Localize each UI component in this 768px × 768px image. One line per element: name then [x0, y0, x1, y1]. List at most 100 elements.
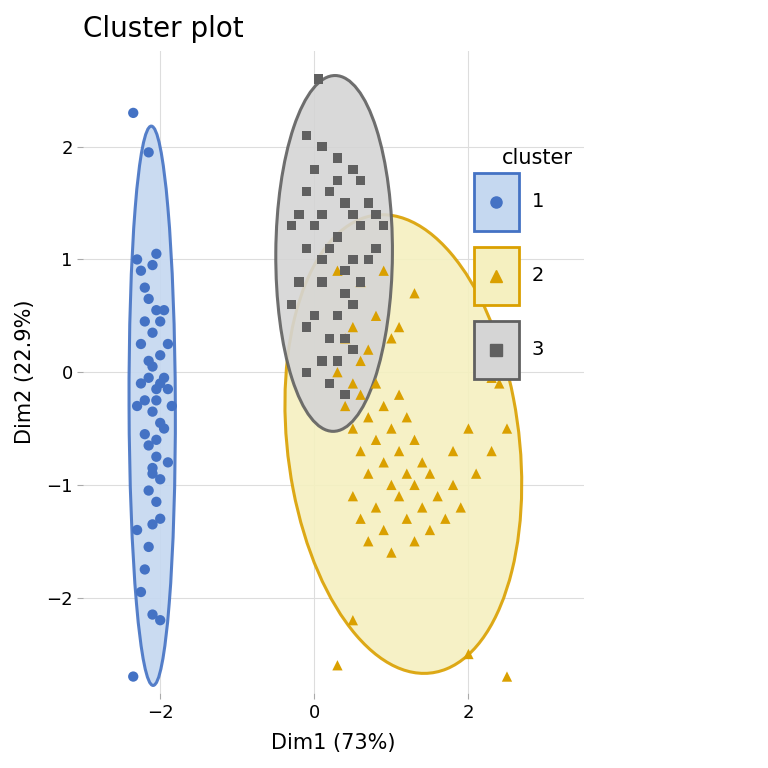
Point	[370, 310, 382, 322]
Point	[501, 670, 513, 683]
Point	[362, 343, 375, 356]
Point	[147, 608, 159, 621]
Point	[416, 456, 429, 468]
Point	[135, 265, 147, 277]
Point	[158, 372, 170, 384]
Point	[416, 502, 429, 514]
Point	[370, 242, 382, 254]
Point	[316, 208, 328, 220]
Point	[362, 535, 375, 548]
Point	[166, 400, 178, 412]
Point	[493, 377, 505, 389]
Point	[339, 197, 351, 209]
Point	[131, 524, 144, 536]
Point	[151, 247, 163, 260]
Point	[386, 422, 398, 435]
Point	[323, 333, 336, 345]
Point	[346, 343, 359, 356]
Point	[409, 478, 421, 491]
Text: 3: 3	[531, 340, 544, 359]
Point	[139, 428, 151, 440]
Point	[508, 276, 521, 288]
Point	[162, 456, 174, 468]
Point	[158, 304, 170, 316]
Point	[300, 366, 313, 379]
Point	[147, 406, 159, 418]
Point	[293, 276, 305, 288]
Point	[143, 372, 155, 384]
Point	[293, 208, 305, 220]
Point	[378, 400, 390, 412]
Point	[331, 152, 343, 164]
Point	[308, 163, 320, 175]
Point	[316, 355, 328, 367]
Point	[127, 107, 139, 119]
Point	[362, 468, 375, 480]
Point	[147, 259, 159, 271]
Point	[143, 541, 155, 553]
Text: Cluster plot: Cluster plot	[83, 15, 243, 43]
Point	[300, 242, 313, 254]
Point	[331, 174, 343, 187]
Point	[316, 253, 328, 266]
Ellipse shape	[129, 126, 175, 686]
Point	[378, 524, 390, 536]
Point	[401, 512, 413, 525]
Point	[362, 197, 375, 209]
Point	[362, 411, 375, 423]
Point	[462, 648, 475, 660]
Point	[300, 321, 313, 333]
Point	[308, 310, 320, 322]
Point	[432, 490, 444, 502]
Point	[346, 163, 359, 175]
Point	[370, 502, 382, 514]
Point	[323, 242, 336, 254]
Point	[135, 338, 147, 350]
Point	[147, 360, 159, 372]
Point	[378, 456, 390, 468]
Point	[154, 473, 167, 485]
FancyBboxPatch shape	[474, 247, 519, 305]
Point	[386, 478, 398, 491]
Text: 1: 1	[531, 193, 544, 211]
Point	[300, 186, 313, 198]
Point	[154, 417, 167, 429]
Point	[378, 220, 390, 232]
Point	[424, 524, 436, 536]
Point	[158, 422, 170, 435]
Point	[127, 670, 139, 683]
Point	[151, 495, 163, 508]
Point	[139, 316, 151, 328]
Point	[346, 614, 359, 627]
Point	[162, 338, 174, 350]
Point	[162, 383, 174, 396]
Point	[151, 394, 163, 406]
Point	[331, 366, 343, 379]
Point	[339, 287, 351, 300]
Point	[339, 333, 351, 345]
Point	[316, 276, 328, 288]
Point	[154, 512, 167, 525]
Point	[354, 445, 366, 457]
Point	[346, 321, 359, 333]
Point	[362, 253, 375, 266]
Point	[339, 389, 351, 401]
Point	[409, 535, 421, 548]
Y-axis label: Dim2 (22.9%): Dim2 (22.9%)	[15, 300, 35, 445]
Point	[339, 265, 351, 277]
Point	[147, 468, 159, 480]
Point	[354, 220, 366, 232]
Point	[323, 377, 336, 389]
Point	[354, 355, 366, 367]
Point	[135, 377, 147, 389]
Point	[147, 462, 159, 474]
Point	[393, 445, 406, 457]
Ellipse shape	[285, 215, 521, 674]
Point	[143, 293, 155, 305]
Point	[147, 518, 159, 531]
Point	[285, 220, 297, 232]
Point	[143, 439, 155, 452]
Ellipse shape	[276, 75, 392, 432]
Point	[154, 377, 167, 389]
Point	[346, 377, 359, 389]
